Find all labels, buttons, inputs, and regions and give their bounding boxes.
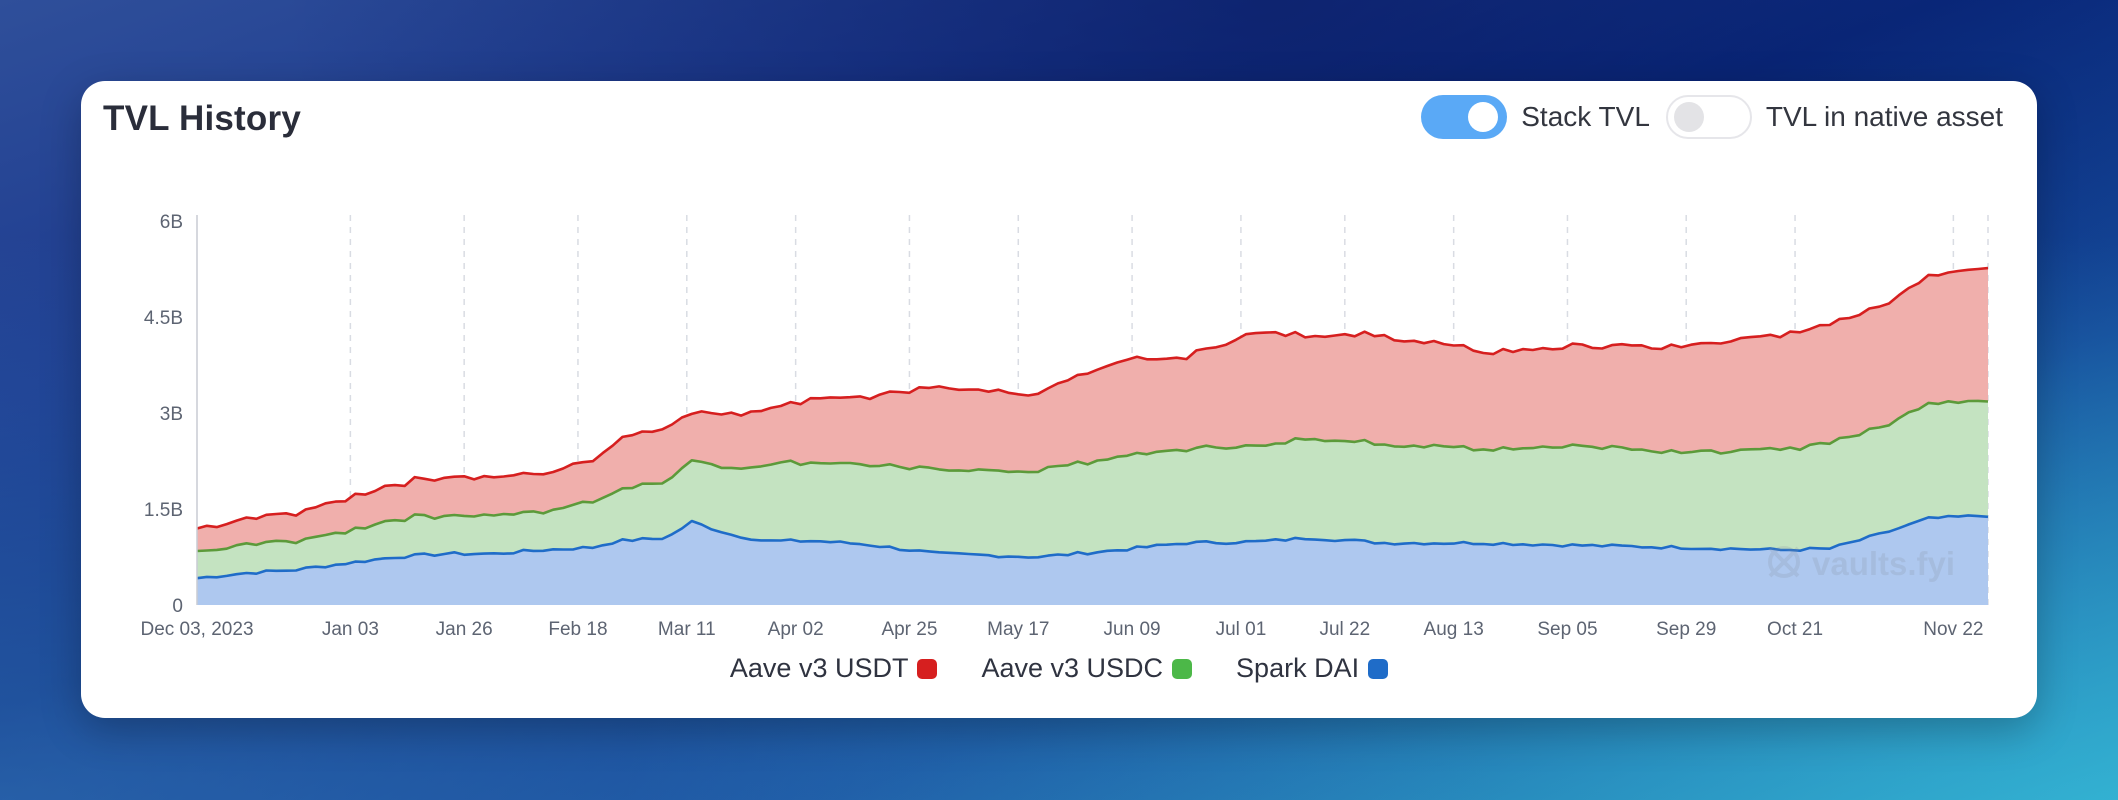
legend-item-usdc[interactable]: Aave v3 USDC <box>981 653 1193 684</box>
watermark-text: vaults.fyi <box>1812 545 1955 582</box>
x-tick-label: Jan 26 <box>436 619 493 640</box>
legend-swatch <box>917 658 938 679</box>
y-tick-label: 4.5B <box>144 308 183 329</box>
watermark: vaults.fyi <box>1768 545 1955 582</box>
x-tick-label: Jul 22 <box>1319 619 1370 640</box>
x-tick-label: Sep 29 <box>1656 619 1716 640</box>
spark-dai-line <box>196 514 1989 580</box>
legend-item-dai[interactable]: Spark DAI <box>1236 653 1389 684</box>
x-tick-label: Nov 22 <box>1923 619 1983 640</box>
chart-legend: Aave v3 USDT Aave v3 USDC Spark DAI <box>81 653 2037 684</box>
toggle-knob <box>1673 102 1704 132</box>
stack-tvl-label[interactable]: Stack TVL <box>1521 101 1650 132</box>
x-tick-label: Apr 02 <box>768 619 824 640</box>
spark-dai-area <box>197 515 1988 605</box>
stack-tvl-toggle[interactable] <box>1421 95 1508 139</box>
x-axis: Dec 03, 2023 Jan 03 Jan 26 Feb 18 Mar 11 Apr … <box>140 619 1983 640</box>
aave-usdt-line <box>196 266 1989 530</box>
y-tick-label: 3B <box>160 404 183 425</box>
card-title: TVL History <box>103 99 301 138</box>
x-tick-label: Dec 03, 2023 <box>140 619 253 640</box>
aave-usdc-area <box>197 400 1988 579</box>
x-tick-label: Aug 13 <box>1424 619 1484 640</box>
x-tick-label: Sep 05 <box>1537 619 1597 640</box>
native-asset-toggle[interactable] <box>1665 95 1752 139</box>
vaults-logo-icon <box>1768 546 1800 578</box>
toggle-knob <box>1468 102 1499 132</box>
x-tick-label: Apr 25 <box>881 619 937 640</box>
x-tick-label: Jun 09 <box>1104 619 1161 640</box>
native-asset-label[interactable]: TVL in native asset <box>1765 101 2003 132</box>
toggle-group: Stack TVL TVL in native asset <box>1421 95 2003 139</box>
legend-item-usdt[interactable]: Aave v3 USDT <box>730 653 938 684</box>
y-tick-label: 6B <box>160 212 183 233</box>
tvl-history-card: TVL History Stack TVL TVL in native asse… <box>81 81 2037 718</box>
y-axis: 0 1.5B 3B 4.5B 6B <box>144 212 198 617</box>
x-tick-label: May 17 <box>987 619 1049 640</box>
aave-usdc-line <box>196 399 1989 553</box>
series-lines <box>196 266 1989 580</box>
legend-swatch <box>1172 658 1193 679</box>
aave-usdt-area <box>197 268 1988 551</box>
y-tick-label: 1.5B <box>144 500 183 521</box>
x-tick-label: Oct 21 <box>1767 619 1823 640</box>
tvl-area-chart: 0 1.5B 3B 4.5B 6B Dec 03, 2023 Jan 03 Jan 26 Fe… <box>140 212 1989 640</box>
x-tick-label: Jan 03 <box>322 619 379 640</box>
legend-label: Aave v3 USDT <box>729 653 909 683</box>
legend-label: Aave v3 USDC <box>981 653 1164 683</box>
legend-label: Spark DAI <box>1236 653 1360 683</box>
x-tick-label: Feb 18 <box>548 619 607 640</box>
legend-swatch <box>1368 658 1389 679</box>
x-tick-label: Jul 01 <box>1216 619 1267 640</box>
y-tick-label: 0 <box>172 596 183 617</box>
x-tick-label: Mar 11 <box>658 619 716 640</box>
series-areas <box>197 268 1988 605</box>
